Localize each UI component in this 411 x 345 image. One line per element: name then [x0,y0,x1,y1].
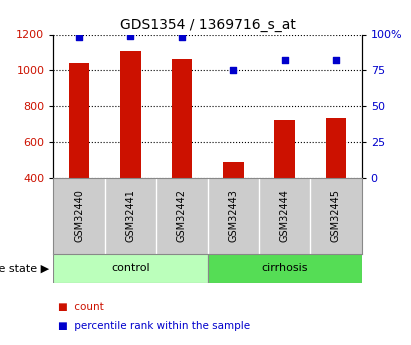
Bar [208,254,362,283]
Text: disease state ▶: disease state ▶ [0,263,49,273]
Text: control: control [111,263,150,273]
Bar [53,254,208,283]
Bar [223,161,243,178]
Text: cirrhosis: cirrhosis [261,263,308,273]
Point [127,33,134,39]
Point [281,58,288,63]
Text: ■  count: ■ count [58,302,103,312]
Text: GSM32443: GSM32443 [228,189,238,242]
Bar [275,120,295,178]
Text: GSM32445: GSM32445 [331,189,341,242]
Bar [172,59,192,178]
Text: GSM32441: GSM32441 [125,189,136,242]
Bar [120,51,141,178]
Text: GSM32444: GSM32444 [279,189,290,242]
Title: GDS1354 / 1369716_s_at: GDS1354 / 1369716_s_at [120,18,296,32]
Point [178,34,185,40]
Bar [69,63,90,178]
Text: ■  percentile rank within the sample: ■ percentile rank within the sample [58,321,249,331]
Bar [326,118,346,178]
Point [333,58,339,63]
Point [230,68,237,73]
Point [76,34,82,40]
Text: GSM32440: GSM32440 [74,189,84,242]
Text: GSM32442: GSM32442 [177,189,187,242]
